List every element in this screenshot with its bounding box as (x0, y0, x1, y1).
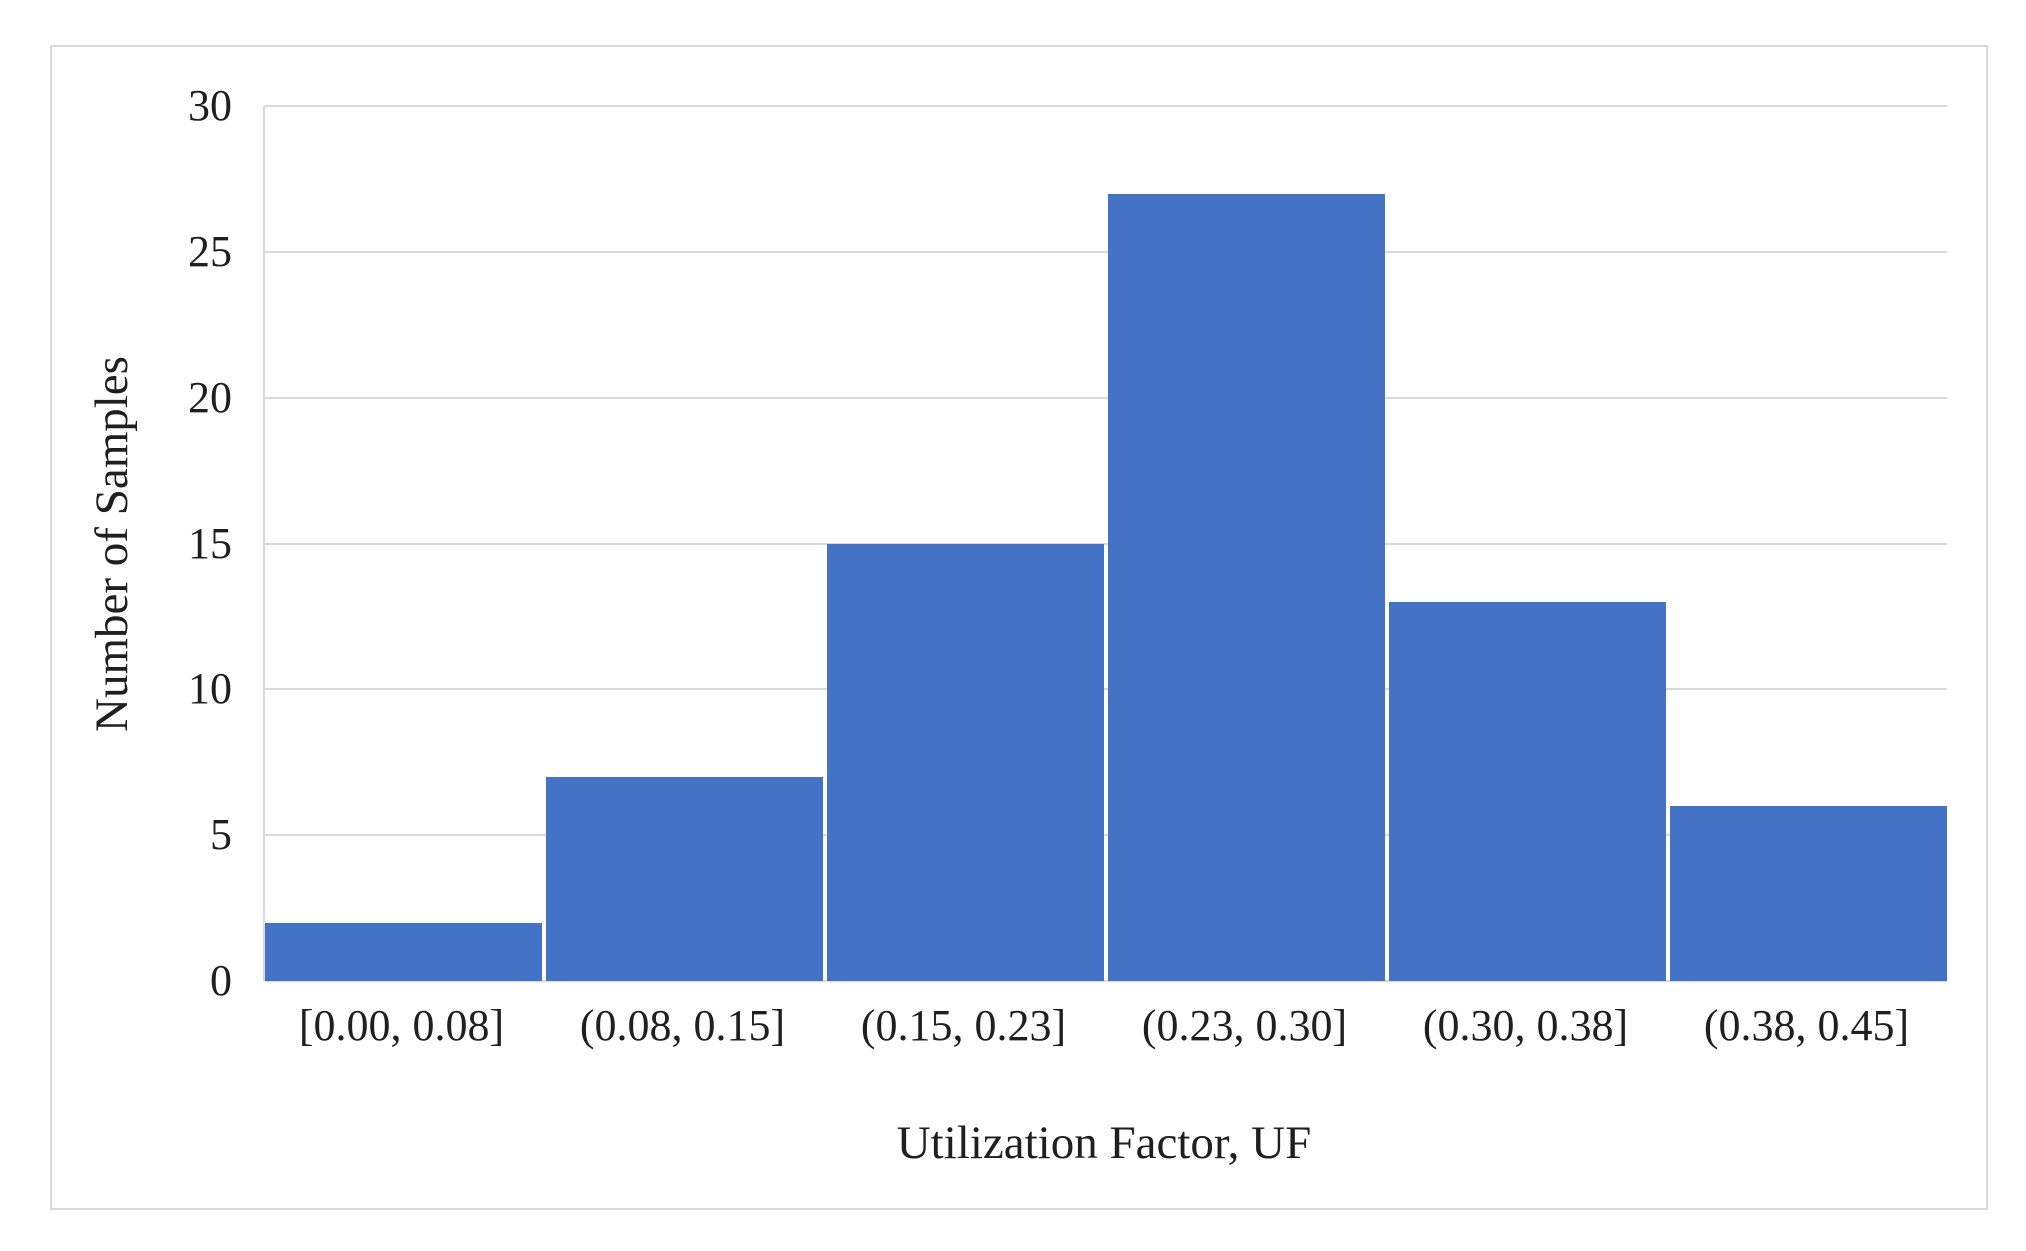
plot-area: 0 5 10 15 20 25 30 (188, 84, 1947, 1003)
bar-(0.15, 0.23] (827, 543, 1104, 981)
gridline-30 (265, 105, 1947, 107)
x-tick-label-3: (0.23, 0.30] (1141, 1001, 1348, 1050)
bar-(0.23, 0.30] (1108, 193, 1385, 981)
x-axis-tick-labels: [0.00, 0.08] (0.08, 0.15] (0.15, 0.23] (0.2… (263, 1001, 1945, 1050)
gridline-0 (265, 980, 1947, 982)
x-axis-title: Utilization Factor, UF (896, 1117, 1312, 1169)
bar-[0.00, 0.08] (265, 922, 542, 981)
y-tick-label-5: 5 (210, 810, 232, 860)
x-tick-label-0: [0.00, 0.08] (298, 1001, 505, 1050)
x-tick-label-5: (0.38, 0.45] (1703, 1001, 1910, 1050)
gridline-5 (265, 834, 1947, 837)
x-tick-label-2: (0.15, 0.23] (860, 1001, 1067, 1050)
y-tick-label-30: 30 (188, 81, 232, 130)
y-tick-label-15: 15 (188, 518, 232, 568)
x-tick-label-4: (0.30, 0.38] (1422, 1001, 1629, 1050)
bar-(0.08, 0.15] (546, 776, 823, 981)
gridline-20 (265, 396, 1947, 399)
bar-(0.38, 0.45] (1670, 806, 1947, 981)
gridline-10 (265, 688, 1947, 691)
y-tick-label-10: 10 (188, 664, 232, 714)
x-tick-label-1: (0.08, 0.15] (579, 1001, 786, 1050)
bar-(0.30, 0.38] (1389, 601, 1666, 981)
y-axis-title: Number of Samples (86, 356, 138, 732)
gridline-25 (265, 250, 1947, 253)
y-tick-label-25: 25 (188, 226, 232, 276)
bars-layer (265, 106, 1947, 981)
y-tick-label-20: 20 (188, 372, 232, 422)
y-tick-label-0: 0 (210, 956, 232, 1005)
gridline-15 (265, 542, 1947, 545)
